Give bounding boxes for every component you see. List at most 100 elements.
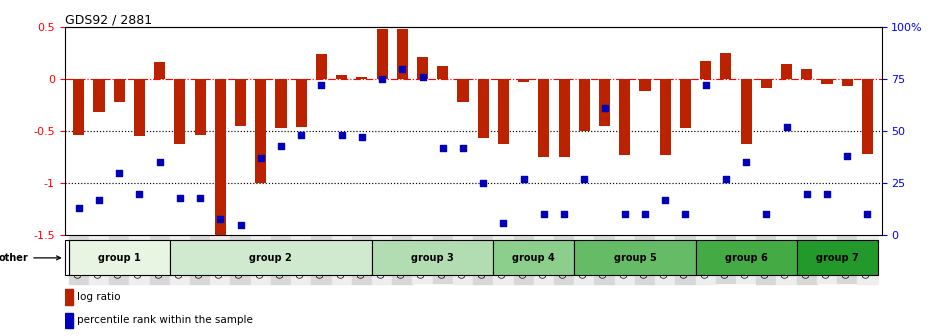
Bar xyxy=(397,29,408,79)
Point xyxy=(496,220,511,225)
Point xyxy=(799,191,814,196)
Bar xyxy=(93,79,104,112)
Bar xyxy=(174,79,185,143)
Point xyxy=(516,176,531,182)
Bar xyxy=(862,79,873,154)
Point xyxy=(537,212,552,217)
Bar xyxy=(134,79,145,136)
Bar xyxy=(65,312,73,328)
Point xyxy=(274,143,289,148)
FancyBboxPatch shape xyxy=(574,241,695,275)
Bar xyxy=(599,79,610,126)
Bar xyxy=(458,79,468,102)
Bar xyxy=(498,79,509,143)
Bar xyxy=(720,53,732,79)
Bar xyxy=(295,79,307,127)
Point xyxy=(718,176,733,182)
Point xyxy=(455,145,470,151)
Point xyxy=(374,76,390,82)
Bar xyxy=(822,79,832,84)
Point xyxy=(678,212,694,217)
Bar xyxy=(235,79,246,126)
Point xyxy=(132,191,147,196)
Point xyxy=(193,195,208,200)
Bar xyxy=(114,79,124,102)
Bar xyxy=(700,61,712,79)
Bar xyxy=(781,65,792,79)
Point xyxy=(415,74,430,80)
Point xyxy=(394,66,409,71)
Point xyxy=(253,156,268,161)
Point xyxy=(435,145,450,151)
Bar xyxy=(315,54,327,79)
Point xyxy=(618,212,633,217)
Point xyxy=(172,195,187,200)
Point xyxy=(71,205,86,211)
Text: group 6: group 6 xyxy=(725,253,768,263)
Text: group 4: group 4 xyxy=(512,253,555,263)
Point xyxy=(860,212,875,217)
FancyBboxPatch shape xyxy=(65,241,68,275)
Bar xyxy=(842,79,853,86)
Text: GDS92 / 2881: GDS92 / 2881 xyxy=(65,14,152,27)
Bar xyxy=(437,67,448,79)
Point xyxy=(354,135,370,140)
Text: group 1: group 1 xyxy=(98,253,141,263)
Bar xyxy=(276,79,287,128)
Text: group 3: group 3 xyxy=(411,253,454,263)
FancyBboxPatch shape xyxy=(695,241,797,275)
Point xyxy=(334,132,350,138)
Bar xyxy=(559,79,570,157)
Text: percentile rank within the sample: percentile rank within the sample xyxy=(78,316,254,325)
Point xyxy=(294,132,309,138)
Bar xyxy=(518,79,529,82)
FancyBboxPatch shape xyxy=(372,241,493,275)
Bar xyxy=(336,75,347,79)
FancyBboxPatch shape xyxy=(170,241,372,275)
Point xyxy=(759,212,774,217)
Text: log ratio: log ratio xyxy=(78,292,121,302)
Bar xyxy=(215,79,226,235)
Text: group 5: group 5 xyxy=(614,253,656,263)
Bar xyxy=(619,79,631,155)
Bar xyxy=(579,79,590,131)
Point xyxy=(597,106,612,111)
Bar xyxy=(256,79,266,183)
Bar xyxy=(417,57,428,79)
Point xyxy=(213,216,228,221)
Bar xyxy=(741,79,751,143)
Point xyxy=(233,222,248,227)
FancyBboxPatch shape xyxy=(493,241,574,275)
Bar xyxy=(659,79,671,155)
FancyBboxPatch shape xyxy=(797,241,878,275)
Point xyxy=(314,83,329,88)
Bar xyxy=(639,79,651,91)
Point xyxy=(577,176,592,182)
Bar xyxy=(154,62,165,79)
Point xyxy=(820,191,835,196)
Point xyxy=(637,212,653,217)
Bar xyxy=(801,69,812,79)
Bar xyxy=(356,77,368,79)
Text: group 7: group 7 xyxy=(816,253,859,263)
Bar xyxy=(539,79,549,157)
Text: other: other xyxy=(0,253,61,263)
Point xyxy=(152,160,167,165)
Bar xyxy=(761,79,772,88)
Text: group 2: group 2 xyxy=(250,253,293,263)
Point xyxy=(657,197,673,203)
Point xyxy=(779,124,794,130)
Point xyxy=(557,212,572,217)
Point xyxy=(738,160,753,165)
Point xyxy=(840,153,855,159)
Bar xyxy=(478,79,488,138)
FancyBboxPatch shape xyxy=(68,241,170,275)
Bar xyxy=(195,79,205,135)
Bar xyxy=(376,29,388,79)
Point xyxy=(111,170,126,175)
Bar xyxy=(680,79,691,128)
Bar xyxy=(73,79,85,135)
Point xyxy=(91,197,106,203)
Point xyxy=(698,83,713,88)
Bar xyxy=(65,289,73,305)
